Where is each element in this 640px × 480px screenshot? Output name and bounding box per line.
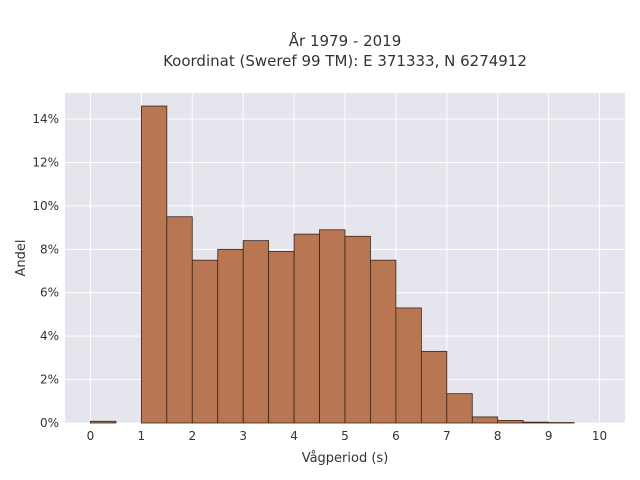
x-tick-label: 6 bbox=[392, 429, 400, 443]
histogram-bar bbox=[446, 393, 473, 424]
histogram-bar bbox=[344, 235, 371, 424]
x-tick-label: 7 bbox=[443, 429, 451, 443]
histogram-bar bbox=[140, 105, 168, 424]
histogram-bar bbox=[522, 421, 550, 424]
y-tick-label: 14% bbox=[32, 112, 59, 126]
y-tick-label: 4% bbox=[40, 329, 59, 343]
bars bbox=[90, 105, 575, 424]
x-tick-label: 9 bbox=[545, 429, 553, 443]
y-tick-label: 8% bbox=[40, 242, 59, 256]
x-tick-label: 4 bbox=[290, 429, 298, 443]
y-axis-ticks: 0% 2% 4% 6% 8% 10% 12% 14% bbox=[32, 112, 59, 430]
x-tick-label: 2 bbox=[188, 429, 196, 443]
histogram-bar bbox=[217, 248, 244, 424]
x-axis-label: Vågperiod (s) bbox=[302, 451, 389, 466]
x-tick-label: 3 bbox=[239, 429, 247, 443]
chart-subtitle: Koordinat (Sweref 99 TM): E 371333, N 62… bbox=[163, 52, 527, 70]
y-tick-label: 10% bbox=[32, 199, 59, 213]
histogram-bar bbox=[395, 307, 422, 424]
y-tick-label: 2% bbox=[40, 373, 59, 387]
y-axis-label: Andel bbox=[14, 240, 29, 277]
histogram-bar bbox=[471, 416, 499, 424]
y-tick-label: 6% bbox=[40, 286, 59, 300]
chart-title: År 1979 - 2019 bbox=[289, 31, 402, 50]
histogram-bar bbox=[191, 259, 219, 424]
histogram-bar bbox=[293, 233, 320, 424]
histogram-bar bbox=[166, 216, 193, 424]
histogram-bar bbox=[268, 251, 295, 424]
histogram-bar bbox=[90, 420, 117, 424]
y-tick-label: 12% bbox=[32, 155, 59, 169]
histogram-bar bbox=[370, 259, 397, 424]
y-tick-label: 0% bbox=[40, 416, 59, 430]
histogram-bar bbox=[497, 419, 524, 424]
x-axis-ticks: 0 1 2 3 4 5 6 7 8 9 10 bbox=[87, 429, 608, 443]
x-tick-label: 8 bbox=[494, 429, 502, 443]
x-tick-label: 0 bbox=[87, 429, 95, 443]
histogram-bar bbox=[319, 229, 346, 424]
x-tick-label: 1 bbox=[138, 429, 146, 443]
histogram-bar bbox=[242, 240, 270, 424]
x-tick-label: 5 bbox=[341, 429, 349, 443]
x-tick-label: 10 bbox=[592, 429, 607, 443]
histogram-bar bbox=[420, 350, 448, 424]
